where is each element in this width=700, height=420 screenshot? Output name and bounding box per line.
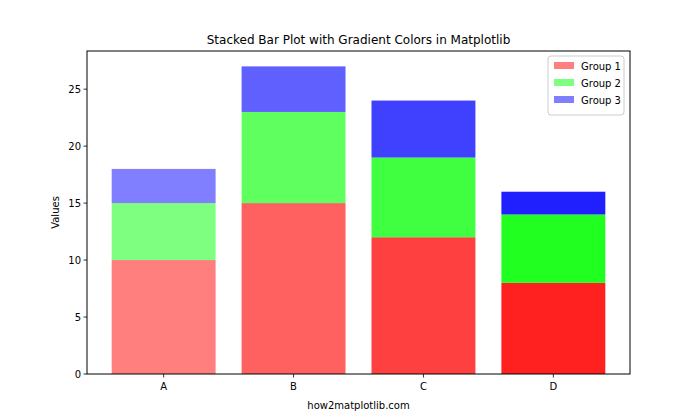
x-label: how2matplotlib.com [307,400,409,411]
title: Stacked Bar Plot with Gradient Colors in… [207,33,511,47]
legend-swatch [554,62,574,69]
bar-segment [371,101,475,158]
chart: 0 5 10 15 20 25 A B C D Stacked Bar Plot with Grad… [0,0,700,420]
x-tick-label: B [290,381,297,392]
bar-segment [242,112,346,203]
x-tick-label: A [160,381,167,392]
chart-container: 0 5 10 15 20 25 A B C D Stacked Bar Plot with Grad… [0,0,700,420]
bar-segment [242,203,346,374]
bar-segment [501,214,605,282]
x-tick-label: C [420,381,427,392]
bar-segment [501,283,605,374]
y-tick [84,260,88,261]
bar-segment [112,260,216,374]
legend-box [548,56,624,115]
x-tick [423,374,424,378]
bar-segment [371,237,475,374]
y-label: Values [50,196,61,229]
legend-swatch [554,79,574,86]
y-tick [84,89,88,90]
x-tick [163,374,164,378]
bar-segment [112,169,216,203]
y-tick [84,203,88,204]
y-tick [84,317,88,318]
bar-segment [371,158,475,238]
legend-label: Group 2 [581,78,621,89]
y-tick-label: 10 [68,255,81,266]
y-tick [84,374,88,375]
y-tick-label: 5 [75,312,81,323]
bars [112,66,606,374]
x-tick [293,374,294,378]
x-tick-label: D [550,381,558,392]
legend: Group 1 Group 2 Group 3 [548,56,624,115]
y-tick-label: 0 [75,369,81,380]
legend-label: Group 1 [581,61,621,72]
legend-label: Group 3 [581,95,621,106]
x-tick [553,374,554,378]
bar-segment [242,66,346,112]
bar-segment [112,203,216,260]
legend-swatch [554,96,574,103]
bar-segment [501,192,605,215]
y-tick-label: 25 [68,84,81,95]
y-tick [84,146,88,147]
y-tick-label: 20 [68,141,81,152]
y-tick-label: 15 [68,198,81,209]
plot-frame [87,51,630,374]
